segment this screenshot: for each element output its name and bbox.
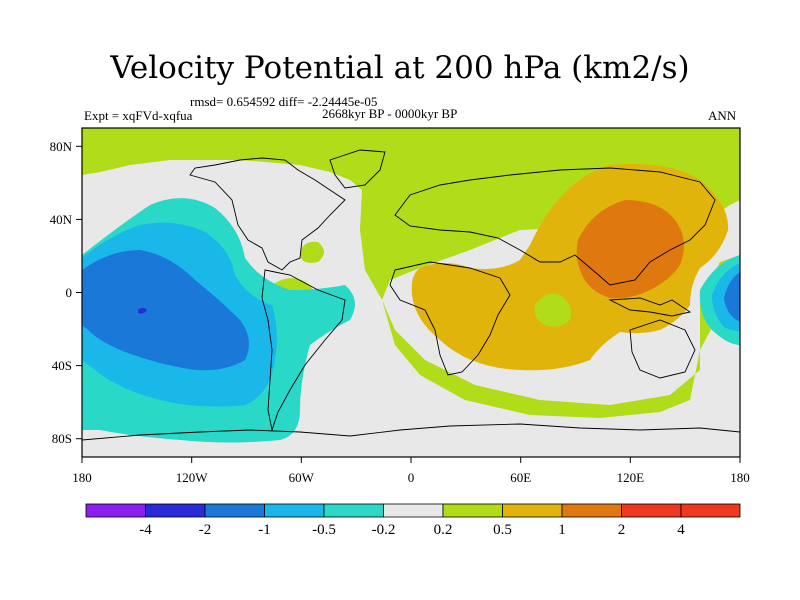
- colorbar-label: 2: [618, 522, 626, 538]
- tick-marks: [76, 145, 741, 463]
- y-tick-label: 80N: [50, 139, 73, 154]
- colorbar-swatch: [383, 503, 444, 518]
- period-label: 2668kyr BP - 0000kyr BP: [322, 106, 458, 121]
- colorbar-label: 4: [677, 522, 685, 538]
- coastline-eurasia: [394, 167, 716, 286]
- x-tick-label: 120E: [617, 470, 645, 485]
- coastlines: [82, 149, 740, 441]
- coastline-north-america: [189, 157, 346, 271]
- colorbar-swatch: [204, 503, 265, 518]
- colorbar-swatch: [621, 503, 682, 518]
- colorbar-swatch: [680, 503, 741, 518]
- x-tick-label: 60W: [289, 470, 315, 485]
- y-tick-label: 80S: [52, 431, 72, 446]
- y-tick-label: 40S: [52, 358, 72, 373]
- colorbar-swatch: [502, 503, 563, 518]
- colorbar-swatch: [85, 503, 146, 518]
- x-tick-label: 0: [408, 470, 415, 485]
- colorbar-label: 0.2: [434, 522, 453, 538]
- strong-positive-region: [576, 200, 684, 299]
- colorbar-label: -4: [139, 522, 152, 538]
- colorbar-label: -1: [258, 522, 271, 538]
- colorbar-swatch: [561, 503, 622, 518]
- negative-region-pacific-core: [82, 250, 249, 371]
- coastline-australia: [629, 319, 696, 379]
- coastline-africa: [389, 261, 511, 376]
- positive-region-atlantic-blob: [300, 241, 324, 263]
- season-label: ANN: [708, 108, 737, 123]
- x-tick-label: 120W: [176, 470, 209, 485]
- x-tick-label: 180: [72, 470, 92, 485]
- coastline-south-america: [261, 269, 346, 432]
- colorbar: [85, 503, 741, 518]
- experiment-label: Expt = xqFVd-xqfua: [84, 108, 193, 123]
- colorbar-label: -0.5: [312, 522, 336, 538]
- colorbar-swatch: [323, 503, 384, 518]
- deep-negative-spot: [138, 308, 147, 314]
- colorbar-label: -0.2: [372, 522, 396, 538]
- indian-ocean-hole: [534, 293, 572, 327]
- colorbar-label: 1: [558, 522, 566, 538]
- x-tick-label: 60E: [510, 470, 531, 485]
- coastline-maritime-continent: [608, 297, 692, 317]
- colorbar-swatch: [145, 503, 206, 518]
- coastline-antarctica: [82, 423, 740, 441]
- colorbar-swatch: [264, 503, 325, 518]
- contour-field: [82, 128, 740, 457]
- colorbar-label: -2: [199, 522, 212, 538]
- negative-region-east-edge-core: [724, 272, 740, 322]
- colorbar-label: 0.5: [493, 522, 512, 538]
- colorbar-swatch: [442, 503, 503, 518]
- stats-text: rmsd= 0.654592 diff= -2.24445e-05: [190, 94, 378, 109]
- y-tick-label: 0: [66, 285, 73, 300]
- coastline-greenland: [329, 149, 386, 189]
- map-title: Velocity Potential at 200 hPa (km2/s): [110, 50, 690, 86]
- y-tick-label: 40N: [50, 212, 73, 227]
- x-tick-label: 180: [730, 470, 750, 485]
